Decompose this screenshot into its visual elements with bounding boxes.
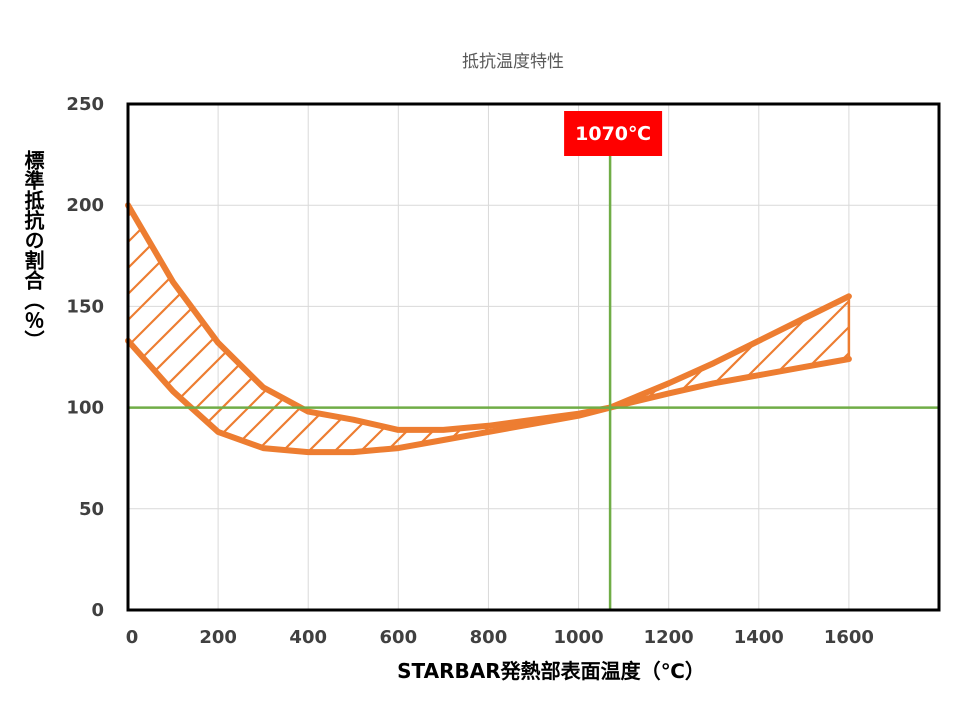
x-tick-label-2: 400: [289, 627, 327, 648]
hatch-line-11: [128, 205, 447, 453]
hatch-line-12: [128, 205, 473, 453]
x-tick-label-3: 600: [380, 627, 418, 648]
lower-bound-line: [125, 337, 852, 456]
reference-lines: [128, 150, 939, 610]
hatch-line-37: [561, 205, 849, 453]
hatch-line-7: [128, 205, 343, 453]
x-axis-label: STARBAR発熱部表面温度（℃）: [397, 659, 705, 683]
y-tick-label-5: 250: [66, 94, 104, 115]
marker-1070: 1070℃: [564, 111, 663, 156]
x-tick-label-6: 1200: [644, 627, 694, 648]
hatch-line-19: [128, 205, 655, 453]
x-tick-label-4: 800: [470, 627, 508, 648]
marker-label: 1070℃: [575, 123, 651, 145]
x-tick-labels: 0 200 400 600 800 1000 1200 1400 1600: [126, 627, 874, 648]
hatch-line-45: [769, 205, 849, 453]
resistance-band: [125, 80, 957, 640]
hatch-line-23: [197, 205, 759, 453]
hatch-line-40: [639, 205, 849, 453]
chart-title: 抵抗温度特性: [462, 52, 564, 72]
hatch-line-20: [128, 205, 681, 453]
hatch-line-8: [128, 205, 369, 453]
hatch-line-10: [128, 205, 421, 453]
hatch-line-18: [128, 205, 629, 453]
hatch-line-28: [327, 205, 849, 453]
marker-label-bg: [564, 111, 663, 156]
hatch-line-33: [457, 205, 849, 453]
hatch-line-9: [128, 205, 395, 453]
x-tick-label-0: 0: [126, 627, 139, 648]
y-tick-label-3: 150: [66, 296, 104, 317]
hatch-line-52: [952, 80, 957, 640]
hatch-line-16: [128, 205, 577, 453]
y-tick-label-4: 200: [66, 195, 104, 216]
hatch-line-35: [509, 205, 849, 453]
hatch-line-36: [535, 205, 849, 453]
hatch-line-51: [926, 80, 957, 640]
x-tick-label-5: 1000: [554, 627, 604, 648]
hatch-line-46: [795, 205, 849, 453]
y-tick-labels: 0 50 100 150 200 250: [66, 94, 104, 621]
upper-bound-line: [125, 202, 852, 433]
hatch-line-30: [379, 205, 849, 453]
x-tick-label-8: 1600: [824, 627, 874, 648]
hatch-line-17: [128, 205, 603, 453]
plot-frame: [126, 102, 941, 612]
hatch-line-34: [483, 205, 849, 453]
hatch-line-26: [275, 205, 837, 453]
hatch-line-27: [301, 205, 849, 453]
hatch-line-14: [128, 205, 525, 453]
y-tick-label-2: 100: [66, 398, 104, 419]
hatch-line-22: [171, 205, 733, 453]
x-tick-label-7: 1400: [734, 627, 784, 648]
y-tick-label-0: 0: [91, 600, 104, 621]
x-tick-label-1: 200: [199, 627, 237, 648]
hatch-line-6: [128, 205, 317, 453]
hatch-line-39: [613, 205, 849, 453]
hatch-line-41: [665, 205, 849, 453]
y-axis-label: 標準抵抗の割合（％）: [21, 149, 45, 350]
hatch-line-21: [145, 205, 707, 453]
hatch-line-15: [128, 205, 551, 453]
hatch-line-13: [128, 205, 499, 453]
hatch-line-32: [431, 205, 849, 453]
hatch-line-48: [847, 205, 849, 453]
hatch-line-38: [587, 205, 849, 453]
hatch-line-42: [691, 205, 849, 453]
grid: [127, 103, 940, 611]
y-tick-label-1: 50: [79, 499, 104, 520]
hatch-line-50: [900, 80, 957, 640]
hatch-line-49: [874, 80, 957, 640]
